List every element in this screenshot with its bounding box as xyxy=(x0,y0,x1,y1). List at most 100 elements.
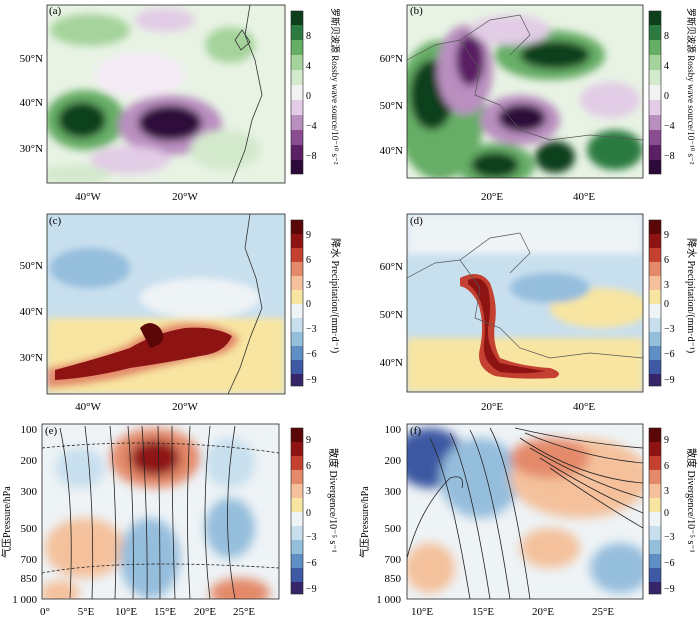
contour-negative xyxy=(50,248,130,288)
contour-positive-core xyxy=(471,152,519,178)
x-tick-label: 20°E xyxy=(194,606,216,618)
colorbar-tick: 8 xyxy=(664,31,669,42)
colorbar-tick: 6 xyxy=(306,255,311,266)
contour-negative-core xyxy=(456,34,484,86)
colorbar-tick: 3 xyxy=(664,280,669,291)
colorbar-tick: 3 xyxy=(306,486,311,497)
x-tick-label: 40°E xyxy=(573,401,595,413)
panel-b-svg: (b) 60°N 50°N 40°N 20°E 40°E 8 4 0 −4 −8… xyxy=(380,4,697,203)
y-tick-label: 200 xyxy=(385,455,402,467)
y-tick-label: 40°N xyxy=(20,306,43,318)
x-tick-label: 20°W xyxy=(172,401,198,413)
colorbar-tick: 8 xyxy=(306,31,311,42)
contour-positive xyxy=(205,27,255,63)
colorbar xyxy=(648,427,662,595)
y-tick-label: 850 xyxy=(385,573,402,585)
colorbar-tick: 6 xyxy=(306,461,311,472)
x-tick-label: 20°E xyxy=(481,401,503,413)
colorbar-tick: −8 xyxy=(306,151,317,162)
plot-frame xyxy=(406,423,644,600)
contour-negative xyxy=(580,82,640,118)
panel-a-svg: (a) 50°N 40°N 30°N 40°W 20°W 8 4 0 −4 −8… xyxy=(20,4,341,203)
panel-label: (a) xyxy=(49,5,62,17)
colorbar-tick: −6 xyxy=(306,558,317,569)
y-tick-label: 40°N xyxy=(380,145,403,157)
streamlines xyxy=(407,427,643,599)
contour-negative-core xyxy=(138,105,202,141)
panel-c: (c) 50°N 40°N 30°N 40°W 20°W 9 6 3 0 −3 … xyxy=(0,208,350,418)
y-tick-label: 500 xyxy=(385,523,402,535)
contour-positive-core xyxy=(520,41,590,69)
x-tick-label: 20°E xyxy=(481,191,503,203)
contour-neutral xyxy=(407,214,643,254)
x-tick-label: 15°E xyxy=(472,606,494,618)
y-tick-label: 1 000 xyxy=(12,594,37,606)
x-tick-label: 25°E xyxy=(592,606,614,618)
contour-positive-core xyxy=(58,102,106,138)
contour-negative xyxy=(590,543,643,593)
y-tick-label: 50°N xyxy=(380,100,403,112)
contour-positive xyxy=(210,578,270,599)
x-tick-label: 40°E xyxy=(573,191,595,203)
y-tick-label: 60°N xyxy=(380,53,403,65)
colorbar-tick: −3 xyxy=(664,324,675,335)
plot-frame xyxy=(41,423,280,600)
colorbar-title: 降水 Precipitation/(mm·d⁻¹) xyxy=(685,238,698,353)
colorbar-tick: 0 xyxy=(664,91,669,102)
contour-negative xyxy=(55,448,105,488)
panel-label: (d) xyxy=(410,215,423,227)
rain-band-core xyxy=(468,278,545,374)
colorbar-tick: −9 xyxy=(664,375,675,386)
y-tick-label: 50°N xyxy=(380,309,403,321)
colorbar-tick: 0 xyxy=(306,299,311,310)
colorbar-tick: −9 xyxy=(664,584,675,595)
colorbar-tick: −3 xyxy=(664,532,675,543)
colorbar xyxy=(648,219,662,387)
y-tick-label: 200 xyxy=(21,455,38,467)
colorbar-tick: −9 xyxy=(306,375,317,386)
panel-label: (f) xyxy=(410,425,421,437)
plot-frame xyxy=(406,213,644,393)
panel-e: (e) 100 200 300 500 700 850 1 000 0° 5°E… xyxy=(0,418,350,622)
y-tick-label: 850 xyxy=(21,573,38,585)
contour-positive xyxy=(50,14,130,46)
colorbar-tick: −3 xyxy=(306,324,317,335)
y-tick-label: 700 xyxy=(21,554,38,566)
streamlines xyxy=(42,425,279,599)
y-tick-label: 500 xyxy=(21,523,38,535)
contour-negative xyxy=(510,273,590,303)
rain-band-core xyxy=(140,323,164,348)
coastline xyxy=(407,259,643,359)
contour-positive xyxy=(510,438,590,478)
colorbar-tick: −4 xyxy=(664,121,675,132)
colorbar-tick: 0 xyxy=(664,299,669,310)
contour-negative xyxy=(205,498,255,558)
y-tick-label: 30°N xyxy=(20,352,43,364)
y-tick-label: 1 000 xyxy=(376,594,401,606)
contour-positive-core xyxy=(535,141,575,173)
x-tick-label: 40°W xyxy=(75,401,101,413)
rain-band-core xyxy=(55,327,232,380)
contour-positive-core xyxy=(130,440,180,476)
colorbar xyxy=(648,10,662,175)
colorbar-tick: −6 xyxy=(664,558,675,569)
colorbar-tick: −8 xyxy=(664,151,675,162)
contour-positive xyxy=(42,581,80,599)
y-tick-label: 100 xyxy=(21,424,38,436)
colorbar xyxy=(290,427,304,595)
colorbar-tick: −4 xyxy=(306,121,317,132)
contour-positive xyxy=(45,518,125,578)
contour-negative xyxy=(90,146,170,174)
y-tick-label: 100 xyxy=(385,424,402,436)
colorbar-tick: −9 xyxy=(306,584,317,595)
contour-negative xyxy=(135,8,195,32)
colorbar-tick: 0 xyxy=(306,91,311,102)
panel-f-svg: (f) 100 200 300 500 700 850 1 000 10°E 1… xyxy=(358,423,698,618)
coastline xyxy=(459,14,531,56)
colorbar xyxy=(290,10,304,175)
y-tick-label: 300 xyxy=(385,486,402,498)
x-tick-label: 40°W xyxy=(75,191,101,203)
colorbar-tick: 0 xyxy=(664,508,669,519)
colorbar xyxy=(290,219,304,387)
contour-positive xyxy=(47,165,110,183)
